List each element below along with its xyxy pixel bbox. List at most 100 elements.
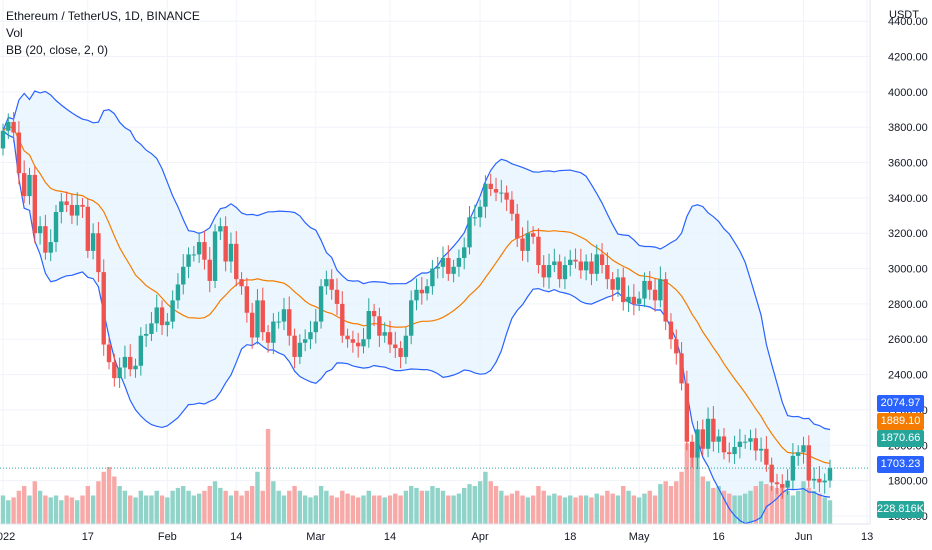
candle-body xyxy=(636,298,642,304)
volume-bar xyxy=(387,495,393,524)
volume-bar xyxy=(430,486,435,524)
candle-body xyxy=(440,257,446,267)
x-tick-label: 13 xyxy=(861,531,873,543)
y-tick-label: 3600.00 xyxy=(888,158,928,170)
chart-legend: Ethereum / TetherUS, 1D, BINANCE Vol BB … xyxy=(6,8,200,59)
bollinger-upper-line xyxy=(2,90,831,431)
volume-bar xyxy=(313,495,318,524)
bollinger-indicator-label[interactable]: BB (20, close, 2, 0) xyxy=(6,43,109,57)
candle-body xyxy=(249,312,255,338)
candle-body xyxy=(6,121,11,131)
volume-bar xyxy=(546,495,552,524)
volume-bar xyxy=(403,490,409,524)
volume-bar xyxy=(271,481,276,524)
volume-bar xyxy=(605,490,610,524)
volume-bar xyxy=(122,490,128,524)
candle-body xyxy=(101,272,106,345)
y-tick-label: 2800.00 xyxy=(888,299,928,311)
y-tick-label: 3200.00 xyxy=(888,228,928,240)
candle-body xyxy=(398,348,403,357)
volume-bar xyxy=(488,481,493,524)
volume-bar xyxy=(218,487,223,524)
candle-body xyxy=(181,266,186,285)
volume-bar xyxy=(48,497,53,524)
volume-bar xyxy=(583,495,589,524)
volume-bar xyxy=(59,500,64,524)
candle-body xyxy=(684,383,690,442)
volume-bar xyxy=(106,467,112,524)
symbol-title[interactable]: Ethereum / TetherUS, 1D, BINANCE xyxy=(6,9,200,23)
volume-indicator-label[interactable]: Vol xyxy=(6,26,23,40)
candle-body xyxy=(668,321,674,340)
bollinger-basis-line xyxy=(2,125,831,464)
candle-body xyxy=(467,217,472,248)
candle-body xyxy=(493,189,499,193)
candle-body xyxy=(652,289,658,301)
candle-body xyxy=(594,254,599,274)
volume-bar xyxy=(265,429,271,524)
volume-bar xyxy=(366,490,371,524)
candle-body xyxy=(223,226,228,262)
x-tick-label: 16 xyxy=(713,531,725,543)
volume-bar xyxy=(424,490,430,524)
candle-body xyxy=(244,286,250,313)
volume-bar xyxy=(101,471,106,524)
y-tick-label: 2400.00 xyxy=(888,370,928,382)
candle-body xyxy=(371,310,377,317)
candle-body xyxy=(589,261,594,274)
candle-body xyxy=(769,464,774,483)
volume-bar xyxy=(647,490,652,524)
candle-body xyxy=(228,243,234,262)
volume-bar xyxy=(817,493,822,524)
volume-bar xyxy=(493,486,499,524)
candle-body xyxy=(780,484,785,488)
candle-body xyxy=(483,183,488,207)
volume-bar xyxy=(350,495,356,524)
candle-body xyxy=(345,335,350,340)
candle-body xyxy=(817,478,822,483)
candle-body xyxy=(753,438,758,451)
volume-bar xyxy=(795,490,801,524)
volume-bar xyxy=(207,486,212,524)
volume-bar xyxy=(324,490,329,524)
volume-bar xyxy=(191,495,197,524)
candle-body xyxy=(689,441,695,458)
volume-bar xyxy=(228,495,234,524)
candle-body xyxy=(165,321,170,326)
x-tick-label: Feb xyxy=(158,531,177,543)
volume-bar xyxy=(446,495,451,524)
volume-bar xyxy=(594,493,599,524)
candle-body xyxy=(462,247,467,258)
volume-bar xyxy=(22,486,27,524)
candle-body xyxy=(520,238,525,251)
volume-bar xyxy=(435,487,440,524)
volume-bar xyxy=(138,490,144,524)
candle-body xyxy=(674,339,679,354)
volume-bar xyxy=(117,486,122,524)
candle-body xyxy=(631,296,637,304)
last-price-tag: 1870.66 xyxy=(877,430,924,447)
candle-body xyxy=(626,296,631,303)
volume-bar xyxy=(27,495,32,524)
candle-body xyxy=(324,279,329,287)
volume-bar xyxy=(663,481,668,524)
candle-body xyxy=(504,192,509,200)
bb-basis-price-tag: 1889.10 xyxy=(877,413,924,430)
candle-body xyxy=(80,204,85,207)
candle-body xyxy=(271,321,276,343)
time-axis[interactable]: 2022 17 Feb 14 Mar 14 Apr 18 May 16 Jun 13 xyxy=(0,531,873,543)
volume-bar xyxy=(244,490,250,524)
volume-bar xyxy=(149,495,154,524)
volume-bar xyxy=(631,495,637,524)
candle-body xyxy=(562,265,568,280)
volume-bar xyxy=(32,481,38,524)
volume-bar xyxy=(85,486,91,524)
volume-bar xyxy=(345,493,350,524)
volume-tag: 228.816K xyxy=(877,501,924,518)
candle-body xyxy=(334,289,340,304)
candle-body xyxy=(218,226,223,232)
volume-bar xyxy=(53,495,59,524)
candle-body xyxy=(451,266,456,274)
candle-body xyxy=(573,259,578,262)
